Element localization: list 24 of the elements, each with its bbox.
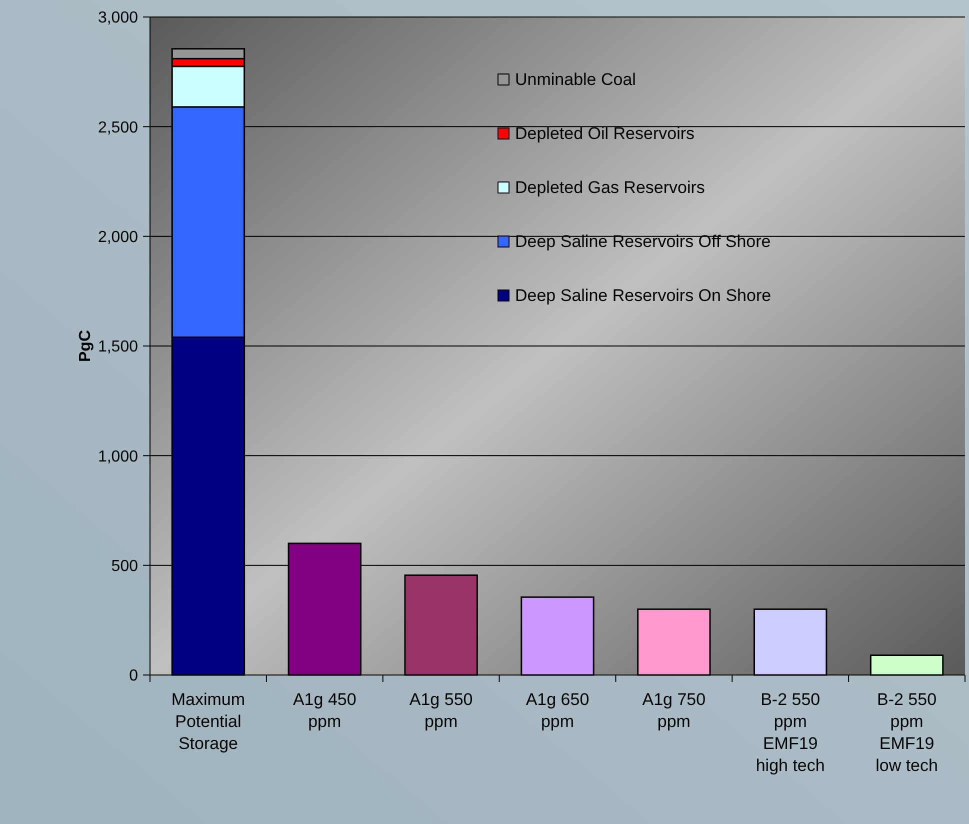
y-tick-label: 1,000 xyxy=(98,448,138,466)
y-tick-label: 2,500 xyxy=(98,119,138,136)
x-tick-label: A1g 450 ppm xyxy=(292,690,356,731)
y-tick-label: 1,500 xyxy=(98,338,138,356)
legend-label: Depleted Oil Reservoirs xyxy=(515,124,695,143)
bar xyxy=(754,608,828,676)
bar xyxy=(870,654,944,676)
y-tick-label: 2,000 xyxy=(98,228,138,246)
y-tick-label: 3,000 xyxy=(98,10,138,27)
x-tick-label: B-2 550 ppm EMF19 low tech xyxy=(876,690,938,775)
y-tick-label: 500 xyxy=(111,558,138,575)
legend-label: Unminable Coal xyxy=(515,70,636,89)
bar xyxy=(637,608,711,676)
x-tick-label: A1g 550 ppm xyxy=(409,690,473,731)
y-axis-title: PgC xyxy=(77,330,94,362)
bar xyxy=(404,574,478,676)
legend-label: Deep Saline Reservoirs On Shore xyxy=(515,286,772,305)
x-tick-label: B-2 550 ppm EMF19 high tech xyxy=(756,690,825,775)
x-tick-label: A1g 650 ppm xyxy=(526,690,590,731)
bar xyxy=(520,596,594,676)
legend-label: Depleted Gas Reservoirs xyxy=(515,178,705,197)
y-tick-label: 0 xyxy=(129,668,138,685)
x-tick-label: Maximum Potential Storage xyxy=(171,690,246,753)
x-tick-label: A1g 750 ppm xyxy=(642,690,706,731)
